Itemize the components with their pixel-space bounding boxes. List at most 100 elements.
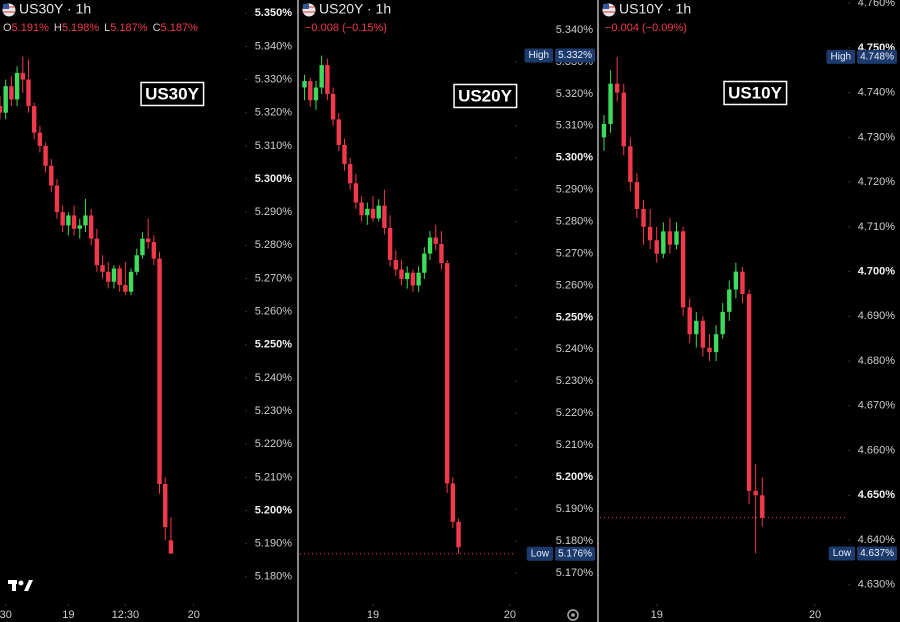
y-tick-label: 5.210% — [255, 471, 293, 483]
y-tick-label: 4.660% — [858, 444, 896, 456]
candle-body — [370, 208, 376, 219]
candle-body — [157, 258, 162, 484]
chart-panel: 5.350% 5.340% 5.330% 5.320% 5.310% 5.300% 5.29… — [0, 0, 292, 621]
candle-body — [365, 208, 370, 216]
candle-body — [439, 243, 444, 264]
badge-bg — [555, 546, 595, 561]
candle-body — [707, 347, 712, 353]
ohlc-key: H — [54, 22, 62, 34]
header: US20Y · 1h −0.008 (−0.15%) — [300, 0, 540, 36]
x-tick-label: 20 — [809, 609, 821, 621]
candle-body — [654, 240, 659, 254]
y-tick-label: 4.640% — [858, 534, 896, 546]
y-tick-label: 5.240% — [556, 343, 594, 355]
candle-body — [20, 72, 25, 80]
badge-name: Low — [531, 548, 550, 559]
candle-body — [740, 271, 745, 294]
chart-panel: 4.760%4.750%4.740%4.730%4.720%4.710%4.70… — [600, 0, 897, 621]
candle-body — [376, 205, 381, 219]
y-tick-label: 5.200% — [556, 471, 594, 483]
candle-body — [387, 227, 393, 260]
header-bg — [600, 0, 840, 36]
y-tick-label: 5.350% — [255, 7, 293, 19]
symbol-title: US20Y · 1h — [319, 1, 391, 17]
candle-body — [450, 483, 456, 522]
badge-bg — [828, 546, 856, 561]
candle-body — [382, 205, 387, 228]
watermark-box — [723, 80, 788, 106]
y-tick-label: 5.250% — [255, 339, 293, 351]
ohlc-value: 5.187% — [161, 22, 199, 34]
y-tick-label: 5.340% — [556, 24, 594, 36]
y-tick-label: 4.720% — [858, 176, 896, 188]
ohlc-key: O — [3, 22, 12, 34]
ohlc-value: 5.198% — [62, 22, 100, 34]
symbol-watermark: US10Y — [728, 83, 783, 102]
y-tick-label: 4.630% — [858, 579, 896, 591]
candle-body — [433, 237, 438, 244]
settings-icon[interactable] — [567, 609, 579, 621]
chart-panel: 5.340%5.330%5.320%5.310%5.300%5.290%5.28… — [300, 0, 595, 621]
candle-body — [456, 521, 461, 548]
y-tick-label: 5.230% — [556, 375, 594, 387]
y-tick-label: 5.300% — [556, 152, 594, 164]
candle-body — [43, 145, 48, 166]
candle-body — [760, 495, 765, 518]
x-tick-label: 19 — [367, 609, 379, 621]
candle-body — [0, 106, 3, 113]
candle-body — [83, 215, 88, 226]
candle-body — [88, 215, 94, 239]
candle-body — [336, 119, 341, 145]
y-tick-label: 4.710% — [858, 221, 896, 233]
candle-body — [727, 289, 732, 312]
y-tick-label: 5.280% — [556, 216, 594, 228]
y-tick-label: 5.300% — [255, 173, 293, 185]
candle-body — [9, 86, 14, 100]
candle-body — [674, 231, 679, 245]
candle-body — [163, 483, 168, 528]
ohlc-legend: O5.191% H5.198% L5.187% C5.187% — [3, 22, 198, 34]
candle-body — [647, 226, 653, 241]
symbol-watermark: US20Y — [458, 86, 513, 105]
candle-body — [700, 320, 706, 348]
candle-body — [60, 212, 65, 226]
y-tick-label: 5.320% — [556, 88, 594, 100]
y-tick-label: 5.340% — [255, 40, 293, 52]
candle-body — [399, 269, 404, 280]
flag-canton — [603, 4, 609, 9]
candle-body — [319, 65, 324, 88]
badge-value: 4.748% — [860, 51, 894, 62]
candle-body — [325, 65, 330, 94]
candle-body — [106, 271, 111, 282]
candle-body — [427, 237, 433, 254]
candle-body — [608, 83, 613, 124]
x-tick-label: 19 — [62, 609, 74, 621]
y-tick-label: 4.670% — [858, 400, 896, 412]
candle-body — [26, 79, 31, 107]
badge-name: Low — [833, 548, 852, 559]
candle-body — [713, 334, 719, 353]
y-tick-label: 5.220% — [255, 438, 293, 450]
y-tick-label: 5.190% — [255, 538, 293, 550]
y-tick-label: 4.650% — [858, 489, 896, 501]
badge-name: High — [831, 51, 852, 62]
y-tick-label: 5.250% — [556, 311, 594, 323]
badge-bg — [555, 48, 595, 63]
x-tick-label: 20 — [188, 609, 200, 621]
change-label: −0.004 (−0.09%) — [605, 22, 687, 34]
badge-bg — [857, 49, 897, 64]
symbol-title: US30Y · 1h — [19, 1, 91, 17]
watermark-box — [453, 83, 518, 109]
y-tick-label: 5.260% — [255, 306, 293, 318]
candle-body — [746, 293, 752, 491]
tradingview-logo[interactable] — [8, 580, 33, 591]
ohlc-key: C — [153, 22, 161, 34]
badge-value: 5.332% — [558, 50, 592, 61]
candle-body — [168, 540, 174, 554]
candle-body — [680, 231, 686, 308]
x-tick-label: 12:30 — [112, 609, 140, 621]
y-tick-label: 5.180% — [556, 535, 594, 547]
candle-body — [128, 271, 134, 292]
candle-body — [661, 231, 666, 254]
header-bg — [0, 0, 240, 36]
